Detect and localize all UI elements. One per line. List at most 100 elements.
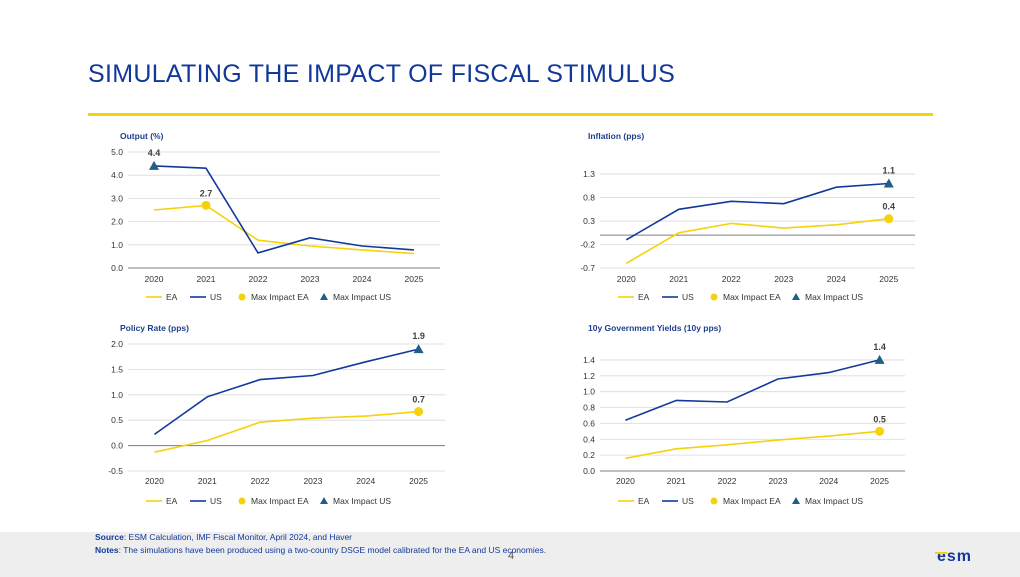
series-line-us: [153, 165, 415, 254]
legend-label-ea: EA: [638, 496, 650, 506]
series-line-ea: [625, 430, 880, 460]
x-tick-label: 2021: [669, 274, 688, 284]
x-tick-label: 2020: [145, 476, 164, 486]
max-impact-us-marker: [413, 344, 424, 354]
chart-title-output: Output (%): [120, 131, 164, 141]
x-tick-label: 2025: [879, 274, 898, 284]
max-impact-us-label: 1.1: [882, 165, 895, 175]
x-tick-label: 2020: [616, 476, 635, 486]
legend-swatch-max-ea: [710, 293, 718, 301]
y-tick-label: 0.5: [111, 415, 123, 425]
max-impact-ea-marker: [201, 200, 211, 210]
legend-swatch-max-us: [320, 293, 328, 300]
series-line-us: [625, 182, 889, 241]
chart-title-policy-rate: Policy Rate (pps): [120, 323, 189, 333]
x-tick-label: 2023: [774, 274, 793, 284]
max-impact-ea-label: 0.7: [412, 395, 425, 405]
max-impact-us-label: 1.4: [873, 342, 886, 352]
x-tick-label: 2024: [353, 274, 372, 284]
y-tick-label: 0.4: [583, 434, 595, 444]
legend-label-ea: EA: [166, 292, 178, 302]
yields-chart: 0.0 0.2 0.4 0.6 0.8 1.0 1.2 1.4 2020 2021 2022 2023…: [583, 342, 905, 506]
y-tick-label: 4.0: [111, 170, 123, 180]
legend-label-max-ea: Max Impact EA: [723, 292, 781, 302]
footer-notes: Notes: The simulations have been produce…: [95, 545, 546, 555]
x-tick-label: 2025: [409, 476, 428, 486]
legend-label-max-us: Max Impact US: [805, 496, 863, 506]
x-tick-label: 2024: [827, 274, 846, 284]
max-impact-ea-marker: [414, 407, 424, 417]
series-line-ea: [625, 217, 889, 264]
legend-swatch-max-us: [792, 293, 800, 300]
y-tick-label: 1.0: [111, 390, 123, 400]
y-tick-label: 0.2: [583, 450, 595, 460]
legend-swatch-max-us: [320, 497, 328, 504]
max-impact-us-label: 1.9: [412, 331, 425, 341]
y-tick-label: 5.0: [111, 147, 123, 157]
y-tick-label: -0.7: [580, 263, 595, 273]
y-tick-label: 0.8: [583, 403, 595, 413]
legend-label-us: US: [682, 292, 694, 302]
max-impact-ea-marker: [875, 426, 885, 436]
legend-swatch-max-us: [792, 497, 800, 504]
y-tick-label: 1.0: [111, 240, 123, 250]
y-tick-label: 0.0: [111, 263, 123, 273]
logo-text: esm: [937, 548, 972, 564]
legend-label-max-us: Max Impact US: [805, 292, 863, 302]
x-tick-label: 2025: [405, 274, 424, 284]
max-impact-us-marker: [874, 354, 885, 364]
title-underline: [88, 113, 933, 116]
x-tick-label: 2021: [198, 476, 217, 486]
legend-label-us: US: [210, 496, 222, 506]
legend-label-max-ea: Max Impact EA: [723, 496, 781, 506]
x-tick-label: 2022: [718, 476, 737, 486]
y-tick-label: 0.6: [583, 418, 595, 428]
y-tick-label: 1.5: [111, 364, 123, 374]
legend-label-max-ea: Max Impact EA: [251, 496, 309, 506]
legend-label-max-us: Max Impact US: [333, 496, 391, 506]
max-impact-us-marker: [149, 160, 159, 170]
source-label: Source: [95, 532, 124, 542]
y-tick-label: 0.0: [583, 466, 595, 476]
notes-label: Notes: [95, 545, 119, 555]
legend-swatch-max-ea: [710, 497, 718, 505]
y-tick-label: 0.0: [111, 441, 123, 451]
y-tick-label: 1.2: [583, 371, 595, 381]
legend-label-us: US: [682, 496, 694, 506]
chart-title-inflation: Inflation (pps): [588, 131, 645, 141]
y-tick-label: 0.3: [583, 216, 595, 226]
page-title: SIMULATING THE IMPACT OF FISCAL STIMULUS: [88, 60, 676, 88]
x-tick-label: 2023: [768, 476, 787, 486]
max-impact-us-label: 4.4: [148, 148, 161, 158]
esm-logo: esm: [935, 548, 972, 564]
x-tick-label: 2021: [667, 476, 686, 486]
x-tick-label: 2025: [870, 476, 889, 486]
max-impact-ea-marker: [884, 214, 894, 224]
x-tick-label: 2024: [356, 476, 375, 486]
x-tick-label: 2023: [301, 274, 320, 284]
legend-label-ea: EA: [638, 292, 650, 302]
max-impact-ea-label: 2.7: [200, 188, 213, 198]
policy-rate-chart: -0.5 0.0 0.5 1.0 1.5 2.0 2020 2021 2022 2023 2024 2…: [108, 331, 445, 506]
legend-label-max-ea: Max Impact EA: [251, 292, 309, 302]
x-tick-label: 2022: [249, 274, 268, 284]
y-tick-label: 1.3: [583, 169, 595, 179]
logo-accent: [935, 552, 947, 554]
y-tick-label: -0.2: [580, 240, 595, 250]
x-tick-label: 2023: [303, 476, 322, 486]
y-tick-label: -0.5: [108, 466, 123, 476]
series-line-ea: [153, 204, 415, 255]
y-tick-label: 3.0: [111, 193, 123, 203]
y-tick-label: 0.8: [583, 193, 595, 203]
x-tick-label: 2020: [617, 274, 636, 284]
y-tick-label: 2.0: [111, 339, 123, 349]
legend-label-us: US: [210, 292, 222, 302]
x-tick-label: 2022: [722, 274, 741, 284]
legend-label-ea: EA: [166, 496, 178, 506]
footer-source: Source: ESM Calculation, IMF Fiscal Moni…: [95, 532, 352, 542]
legend-label-max-us: Max Impact US: [333, 292, 391, 302]
series-line-us: [153, 348, 419, 436]
footer-bar: [0, 532, 1020, 577]
max-impact-ea-label: 0.5: [873, 414, 886, 424]
output-chart: 0.0 1.0 2.0 3.0 4.0 5.0 2020 2021 2022 2023 2024 20…: [111, 147, 440, 302]
